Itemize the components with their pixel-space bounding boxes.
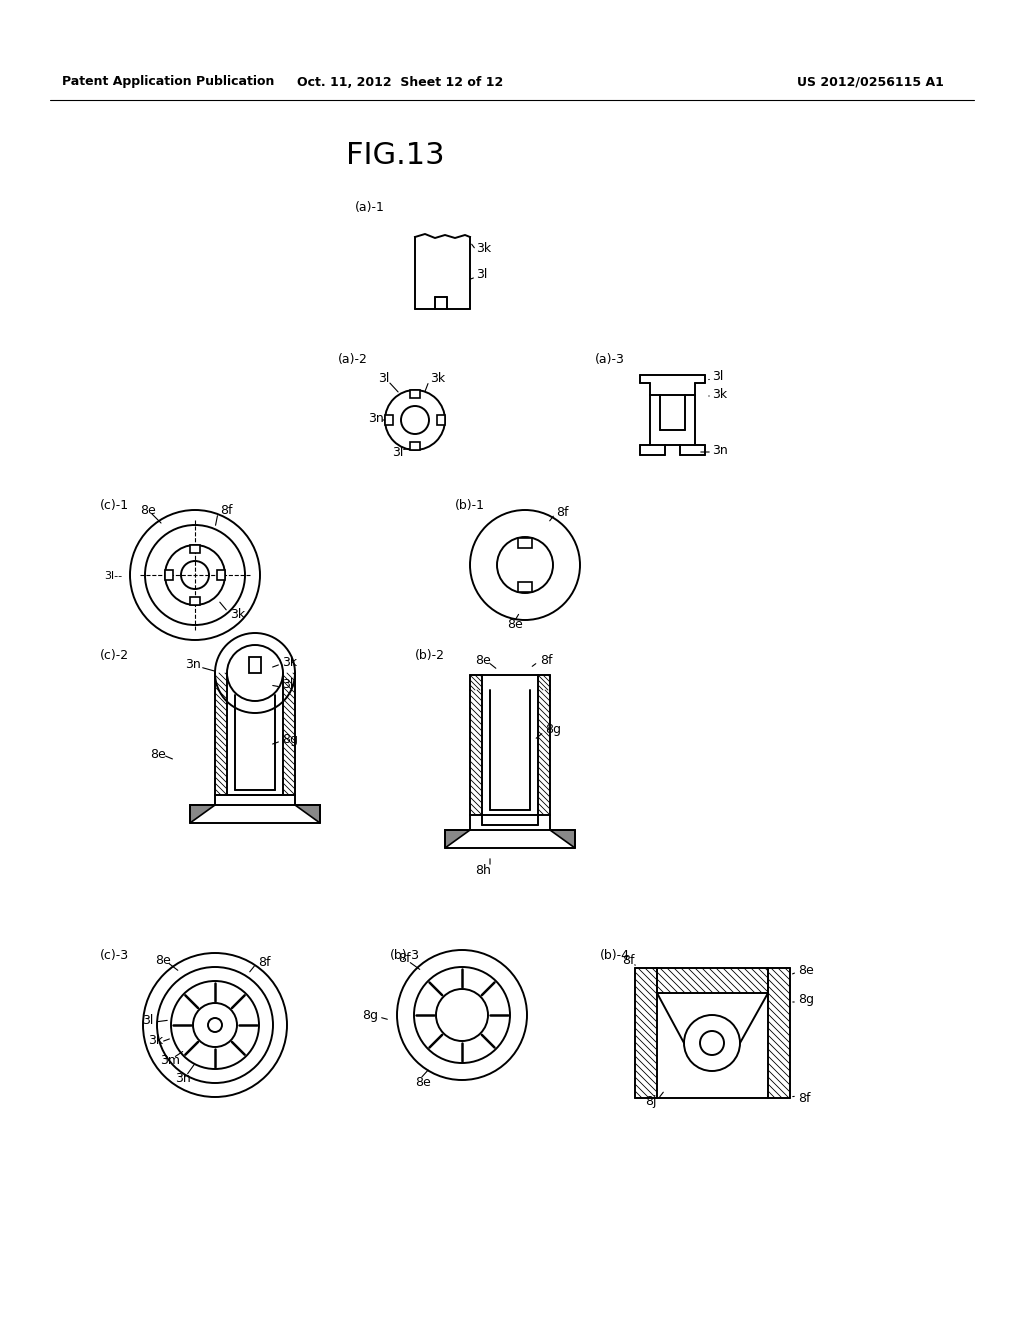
Text: 8e: 8e	[140, 503, 156, 516]
Bar	[410, 389, 420, 399]
Text: 8e: 8e	[798, 964, 814, 977]
Text: 8f: 8f	[398, 952, 411, 965]
Text: Oct. 11, 2012  Sheet 12 of 12: Oct. 11, 2012 Sheet 12 of 12	[297, 75, 503, 88]
Circle shape	[397, 950, 527, 1080]
Circle shape	[193, 1003, 237, 1047]
Text: 8f: 8f	[220, 503, 232, 516]
Text: 8j: 8j	[645, 1096, 656, 1109]
Text: (b)-2: (b)-2	[415, 648, 445, 661]
Circle shape	[227, 645, 283, 701]
Bar	[190, 545, 200, 553]
Text: (b)-4: (b)-4	[600, 949, 630, 961]
Circle shape	[436, 989, 488, 1041]
Text: 3l--: 3l--	[104, 572, 122, 581]
Text: (c)-3: (c)-3	[100, 949, 129, 961]
Text: 3l: 3l	[378, 371, 389, 384]
Bar	[437, 414, 445, 425]
Text: 3n: 3n	[185, 659, 201, 672]
Text: 8g: 8g	[282, 734, 298, 747]
Text: (c)-2: (c)-2	[100, 648, 129, 661]
Bar	[518, 539, 532, 548]
Circle shape	[470, 510, 580, 620]
Text: 8e: 8e	[415, 1076, 431, 1089]
Text: 3l: 3l	[712, 371, 723, 384]
Text: (b)-1: (b)-1	[455, 499, 485, 511]
Circle shape	[700, 1031, 724, 1055]
Text: 3k: 3k	[476, 242, 492, 255]
Circle shape	[208, 1018, 222, 1032]
Bar	[249, 657, 261, 673]
Text: 8h: 8h	[475, 863, 490, 876]
Polygon shape	[190, 805, 215, 822]
Bar	[385, 414, 393, 425]
Circle shape	[684, 1015, 740, 1071]
Bar	[190, 597, 200, 605]
Text: 3l: 3l	[282, 678, 293, 692]
Bar	[518, 582, 532, 591]
Text: 3n: 3n	[175, 1072, 190, 1085]
Circle shape	[414, 968, 510, 1063]
Text: US 2012/0256115 A1: US 2012/0256115 A1	[797, 75, 943, 88]
Text: 3n: 3n	[712, 444, 728, 457]
Text: 8f: 8f	[623, 953, 635, 966]
Text: 8e: 8e	[150, 748, 166, 762]
Text: 8e: 8e	[155, 953, 171, 966]
Bar	[410, 442, 420, 450]
Text: Patent Application Publication: Patent Application Publication	[62, 75, 274, 88]
Text: 8e: 8e	[475, 653, 490, 667]
Circle shape	[145, 525, 245, 624]
Polygon shape	[550, 830, 575, 847]
Text: 3k: 3k	[282, 656, 297, 668]
Circle shape	[143, 953, 287, 1097]
Polygon shape	[295, 805, 319, 822]
Text: 8g: 8g	[798, 994, 814, 1006]
Text: 3k: 3k	[712, 388, 727, 400]
Text: 3l: 3l	[476, 268, 487, 281]
Bar	[165, 570, 173, 579]
Text: 3m: 3m	[160, 1053, 180, 1067]
Circle shape	[215, 634, 295, 713]
Circle shape	[130, 510, 260, 640]
Text: 3k: 3k	[430, 371, 445, 384]
Text: 8f: 8f	[258, 956, 270, 969]
Text: 3l: 3l	[142, 1014, 154, 1027]
Polygon shape	[445, 830, 470, 847]
Text: 3n: 3n	[368, 412, 384, 425]
Text: (c)-1: (c)-1	[100, 499, 129, 511]
Text: 8f: 8f	[540, 653, 553, 667]
Text: 8e: 8e	[507, 619, 522, 631]
Text: (a)-3: (a)-3	[595, 354, 625, 367]
Circle shape	[157, 968, 273, 1082]
Text: 8f: 8f	[556, 506, 568, 519]
Text: 3l: 3l	[392, 446, 403, 458]
Text: (a)-1: (a)-1	[355, 202, 385, 214]
Text: (b)-3: (b)-3	[390, 949, 420, 961]
Text: 8g: 8g	[545, 723, 561, 737]
Text: 8g: 8g	[362, 1008, 378, 1022]
Text: (a)-2: (a)-2	[338, 354, 368, 367]
Text: 3k: 3k	[230, 609, 245, 622]
Circle shape	[171, 981, 259, 1069]
Bar	[217, 570, 225, 579]
Text: 8f: 8f	[798, 1092, 811, 1105]
Text: FIG.13: FIG.13	[346, 140, 444, 169]
Text: 3k: 3k	[148, 1034, 163, 1047]
